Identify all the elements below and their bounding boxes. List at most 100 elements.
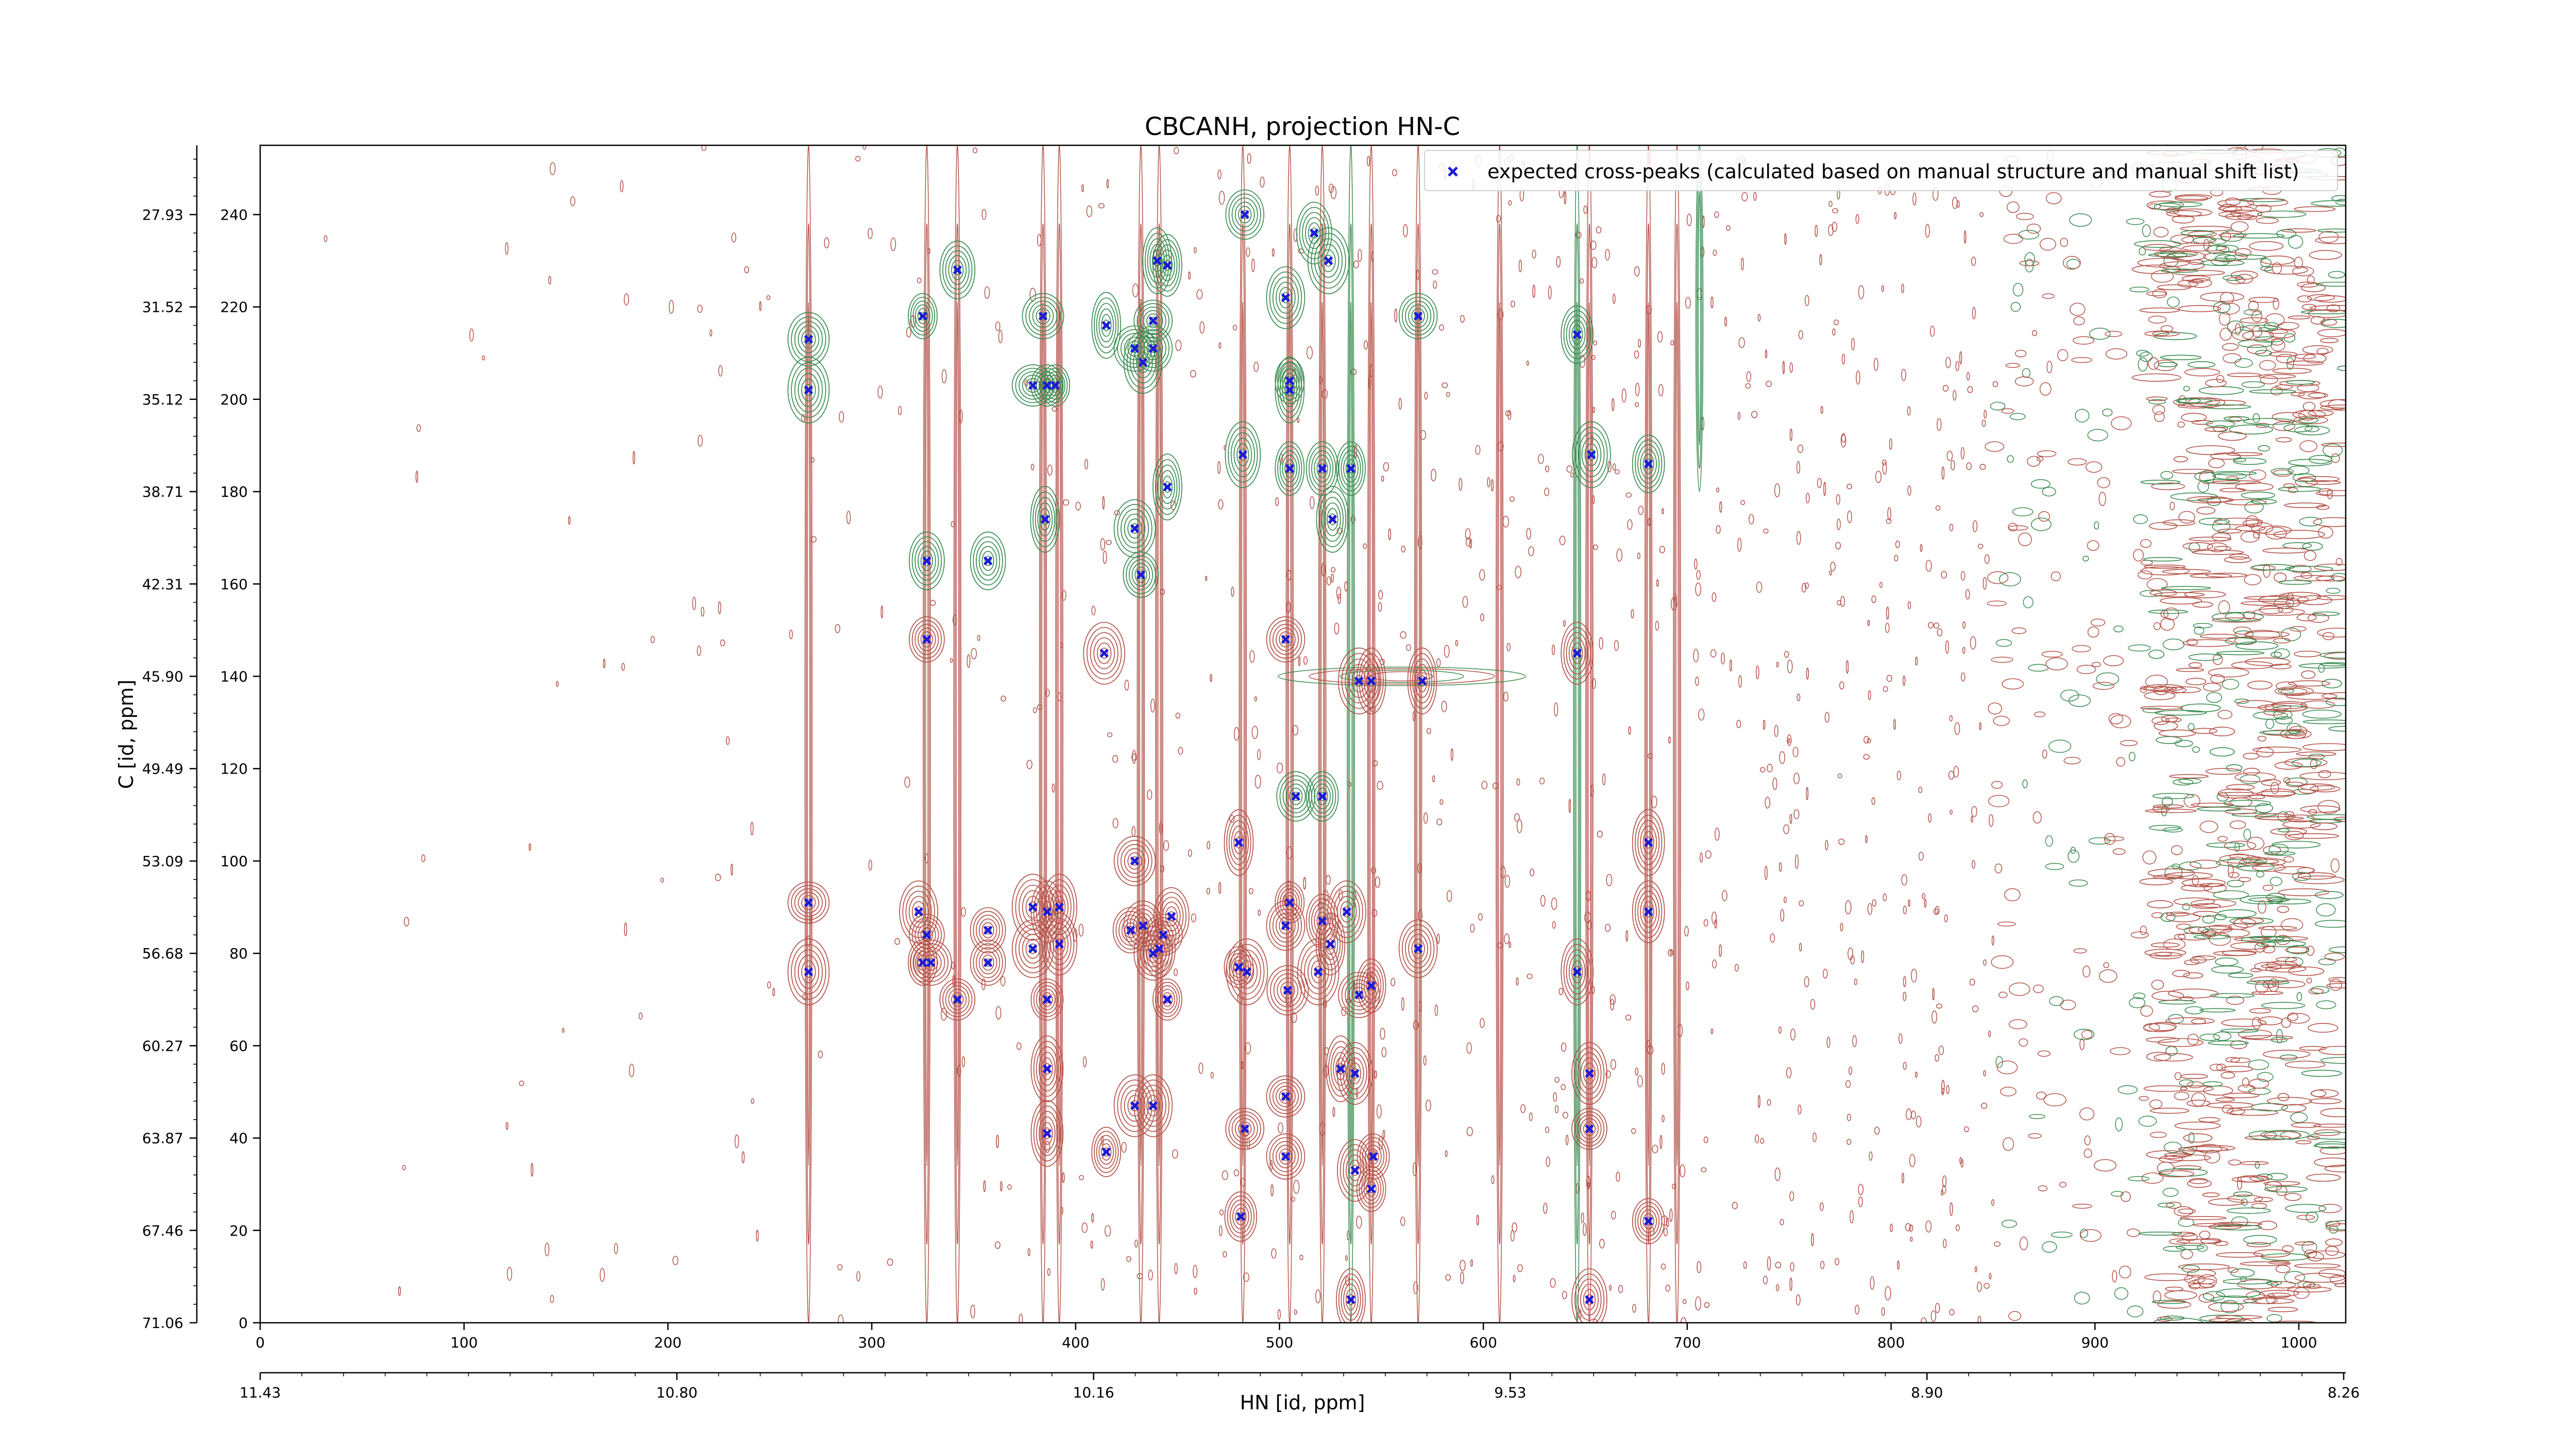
cross-peak-marker (1281, 1092, 1291, 1101)
contour-line (1552, 921, 1556, 929)
contour-line (1039, 1052, 1056, 1086)
contour-line (2187, 1179, 2212, 1188)
contour-line (1722, 890, 1727, 901)
cross-peak-marker (804, 385, 814, 395)
contour-line (2314, 295, 2346, 303)
contour-line (2300, 283, 2326, 293)
contour-line (1766, 380, 1772, 387)
contour-line (2036, 1091, 2047, 1100)
contour-line (2252, 746, 2302, 753)
cross-peak-marker (926, 958, 936, 967)
contour-line (2302, 743, 2346, 751)
contour-line (1137, 570, 1144, 579)
contour-line (1157, 244, 1178, 287)
contour-line (1530, 868, 1534, 877)
contour-line (2261, 1253, 2310, 1261)
contour-line (798, 955, 820, 989)
contour-line (2059, 1182, 2067, 1188)
contour-line (2276, 353, 2296, 363)
contour-line (2043, 1093, 2066, 1107)
contour-line (2235, 862, 2275, 872)
contour-line (1638, 506, 1644, 515)
contour-line (2222, 1066, 2253, 1072)
contour-line (1946, 1085, 1950, 1094)
contour-line (2275, 716, 2293, 724)
contour-line (1231, 197, 1258, 232)
contour-line (1563, 943, 1591, 1000)
contour-line (2317, 228, 2346, 233)
contour-line (1174, 1262, 1178, 1275)
contour-line (2334, 1283, 2346, 1287)
contour-line (2230, 210, 2263, 218)
contour-line (701, 145, 707, 151)
contour-line (1276, 281, 1296, 314)
contour-line (1863, 736, 1869, 744)
contour-line (2290, 1112, 2308, 1123)
contour-line (1881, 285, 1885, 292)
contour-line (2240, 531, 2260, 543)
contour-line (2067, 458, 2087, 466)
contour-line (1935, 906, 1940, 915)
contour-line (1780, 1219, 1784, 1225)
contour-line (2240, 317, 2269, 324)
contour-line (2070, 302, 2086, 316)
contour-line (1574, 647, 1581, 659)
contour-line (2188, 653, 2222, 661)
contour-line (1820, 406, 1823, 414)
contour-line (909, 616, 945, 663)
contour-line (1710, 296, 1714, 309)
contour-line (1366, 669, 1377, 693)
contour-line (2143, 564, 2186, 569)
contour-line (2179, 862, 2202, 870)
contour-line (1282, 369, 1298, 393)
contour-line (1561, 305, 1594, 364)
contour-line (1345, 1255, 1348, 1261)
contour-line (2248, 1079, 2269, 1089)
cross-peak-marker (1572, 648, 1582, 658)
contour-line (1941, 570, 1947, 579)
cross-peak-marker (1028, 381, 1038, 390)
contour-line (1229, 815, 1235, 823)
contour-line (1107, 732, 1113, 737)
contour-line (1149, 344, 1157, 353)
contour-line (2243, 828, 2251, 841)
contour-line (2277, 1093, 2290, 1102)
contour-line (1669, 1208, 1673, 1222)
contour-line (1994, 863, 2003, 873)
contour-line (1719, 944, 1722, 957)
contour-line (1358, 249, 1362, 262)
contour-line (2304, 426, 2319, 432)
contour-line (2042, 749, 2047, 759)
contour-line (2080, 1228, 2089, 1238)
contour-line (2320, 662, 2346, 667)
contour-line (2234, 358, 2253, 368)
contour-line (1327, 508, 1338, 531)
contour-line (506, 1267, 513, 1281)
contour-line (1659, 546, 1665, 553)
contour-line (1282, 635, 1290, 644)
contour-line (2045, 657, 2068, 671)
contour-line (1575, 1183, 1580, 1194)
contour-line (1680, 1164, 1686, 1178)
contour-line (950, 658, 953, 663)
contour-line (1098, 1139, 1114, 1165)
contour-line (2227, 1267, 2239, 1273)
contour-line (550, 1295, 554, 1303)
contour-line (1760, 1138, 1765, 1144)
contour-line (2218, 311, 2231, 326)
contour-line (1175, 712, 1181, 719)
cross-peak-marker (1240, 1124, 1249, 1134)
contour-line (1321, 497, 1344, 542)
contour-line (1405, 644, 1412, 651)
contour-line (1995, 639, 2012, 647)
contour-line (2247, 680, 2273, 690)
contour-line (2213, 653, 2223, 665)
contour-line (1041, 992, 1053, 1007)
contour-line (1789, 362, 1793, 373)
contour-line (2210, 1295, 2258, 1304)
y-ppm-tick-label: 35.12 (142, 391, 183, 408)
contour-line (2216, 375, 2225, 383)
contour-line (2322, 632, 2335, 641)
contour-line (744, 266, 749, 274)
contour-line (1593, 340, 1598, 346)
